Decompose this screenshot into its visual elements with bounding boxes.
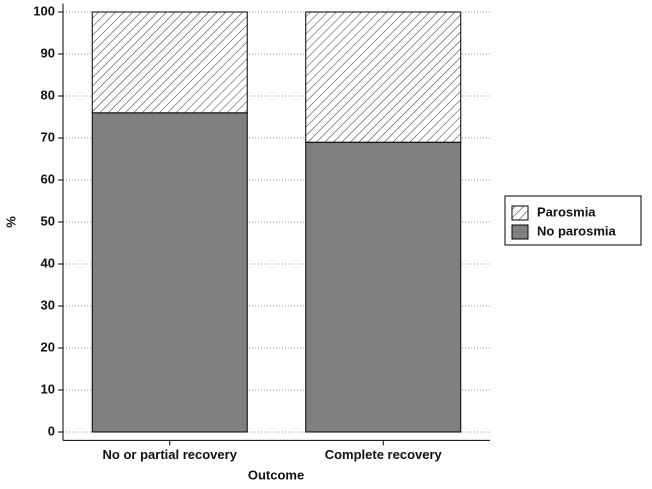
y-tick-label: 50 [41, 213, 55, 228]
y-tick-label: 10 [41, 381, 55, 396]
bar-segment [305, 11, 462, 143]
y-axis-label: % [3, 216, 18, 228]
y-tick-label: 80 [41, 87, 55, 102]
y-tick-label: 70 [41, 129, 55, 144]
legend-label: No parosmia [537, 223, 617, 238]
bar-segment [91, 112, 248, 433]
y-tick-label: 90 [41, 45, 55, 60]
x-tick-label: Complete recovery [325, 447, 443, 462]
legend-swatch [511, 205, 529, 221]
legend-label: Parosmia [537, 204, 596, 219]
x-axis-label: Outcome [248, 467, 304, 482]
y-tick-label: 100 [33, 3, 55, 18]
y-tick-label: 40 [41, 255, 55, 270]
bar-segment [91, 11, 248, 114]
y-tick-label: 0 [48, 423, 55, 438]
y-tick-label: 60 [41, 171, 55, 186]
x-tick-label: No or partial recovery [103, 447, 238, 462]
bar-segment [305, 141, 462, 433]
y-tick-label: 30 [41, 297, 55, 312]
y-tick-label: 20 [41, 339, 55, 354]
legend-swatch [511, 224, 529, 240]
